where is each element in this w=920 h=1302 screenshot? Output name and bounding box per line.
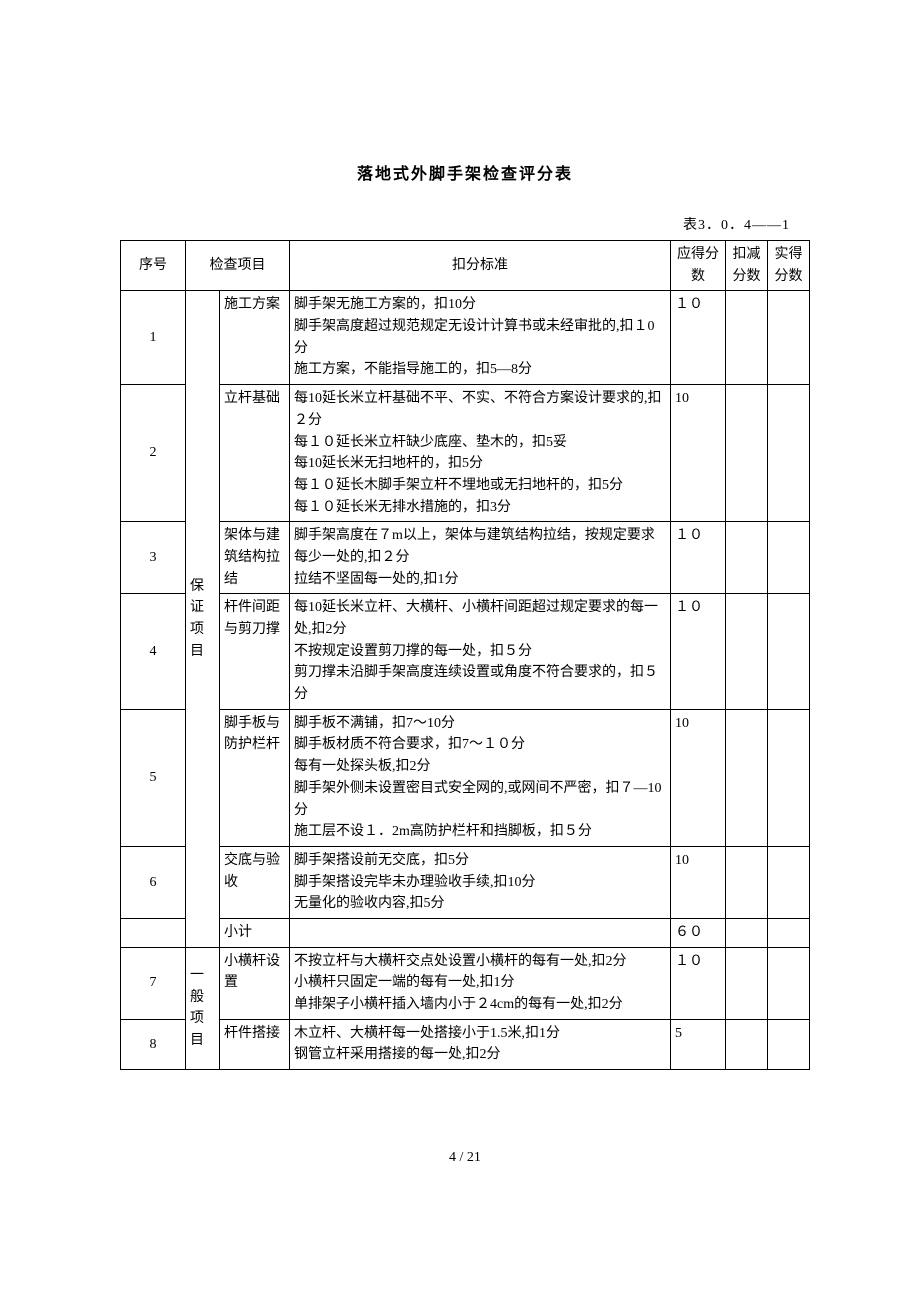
cell-deduct — [726, 709, 768, 846]
cell-score: １０ — [671, 947, 726, 1019]
cell-criteria: 脚手板不满铺，扣7～10分脚手板材质不符合要求，扣7～１０分每有一处探头板,扣2… — [290, 709, 671, 846]
cell-seq: 1 — [121, 291, 186, 385]
table-row: 2 立杆基础每10延长米立杆基础不平、不实、不符合方案设计要求的,扣２分每１０延长… — [121, 385, 810, 522]
cell-item: 杆件间距与剪刀撑 — [220, 594, 290, 709]
cell-criteria: 每10延长米立杆、大横杆、小横杆间距超过规定要求的每一处,扣2分不按规定设置剪刀… — [290, 594, 671, 709]
cell-category-assurance: 保证项目 — [186, 291, 220, 947]
cell-score: １０ — [671, 291, 726, 385]
table-row: 3 架体与建筑结构拉结脚手架高度在７m以上，架体与建筑结构拉结，按规定要求每少一处… — [121, 522, 810, 594]
header-criteria: 扣分标准 — [290, 241, 671, 291]
table-row: 8 杆件搭接木立杆、大横杆每一处搭接小于1.5米,扣1分钢管立杆采用搭接的每一处,… — [121, 1019, 810, 1069]
cell-deduct — [726, 1019, 768, 1069]
cell-actual — [768, 291, 810, 385]
cell-item-subtotal: 小计 — [220, 918, 290, 947]
cell-deduct — [726, 291, 768, 385]
cell-actual — [768, 522, 810, 594]
cell-score: 5 — [671, 1019, 726, 1069]
cell-item: 脚手板与防护栏杆 — [220, 709, 290, 846]
cell-criteria: 不按立杆与大横杆交点处设置小横杆的每有一处,扣2分小横杆只固定一端的每有一处,扣… — [290, 947, 671, 1019]
cell-item: 施工方案 — [220, 291, 290, 385]
cell-item: 小横杆设置 — [220, 947, 290, 1019]
cell-actual — [768, 1019, 810, 1069]
cell-seq: 4 — [121, 594, 186, 709]
cell-actual — [768, 709, 810, 846]
cell-score: 10 — [671, 385, 726, 522]
cell-item: 交底与验收 — [220, 846, 290, 918]
table-row: 1保证项目施工方案脚手架无施工方案的，扣10分脚手架高度超过规范规定无设计计算书… — [121, 291, 810, 385]
cell-category-general: 一般项目 — [186, 947, 220, 1069]
cell-actual — [768, 594, 810, 709]
cell-seq: 2 — [121, 385, 186, 522]
cell-actual — [768, 947, 810, 1019]
cell-criteria: 每10延长米立杆基础不平、不实、不符合方案设计要求的,扣２分每１０延长米立杆缺少… — [290, 385, 671, 522]
cell-score: ６０ — [671, 918, 726, 947]
header-actual: 实得分数 — [768, 241, 810, 291]
cell-criteria: 脚手架无施工方案的，扣10分脚手架高度超过规范规定无设计计算书或未经审批的,扣１… — [290, 291, 671, 385]
page-title: 落地式外脚手架检查评分表 — [120, 160, 810, 184]
cell-score: １０ — [671, 594, 726, 709]
table-row: 6 交底与验收脚手架搭设前无交底，扣5分脚手架搭设完毕未办理验收手续,扣10分无量… — [121, 846, 810, 918]
cell-item: 架体与建筑结构拉结 — [220, 522, 290, 594]
header-deduct: 扣减分数 — [726, 241, 768, 291]
table-row: 5 脚手板与防护栏杆脚手板不满铺，扣7～10分脚手板材质不符合要求，扣7～１０分每… — [121, 709, 810, 846]
table-row: 7一般项目小横杆设置不按立杆与大横杆交点处设置小横杆的每有一处,扣2分小横杆只固… — [121, 947, 810, 1019]
cell-seq — [121, 918, 186, 947]
header-score: 应得分数 — [671, 241, 726, 291]
cell-criteria — [290, 918, 671, 947]
cell-seq: 3 — [121, 522, 186, 594]
cell-score: 10 — [671, 846, 726, 918]
cell-deduct — [726, 947, 768, 1019]
cell-deduct — [726, 522, 768, 594]
table-label: 表3．0．4——1 — [120, 214, 810, 234]
cell-deduct — [726, 918, 768, 947]
cell-seq: 6 — [121, 846, 186, 918]
table-row: 4 杆件间距与剪刀撑每10延长米立杆、大横杆、小横杆间距超过规定要求的每一处,扣2… — [121, 594, 810, 709]
cell-actual — [768, 918, 810, 947]
cell-actual — [768, 385, 810, 522]
cell-item: 立杆基础 — [220, 385, 290, 522]
cell-seq: 8 — [121, 1019, 186, 1069]
cell-seq: 5 — [121, 709, 186, 846]
header-seq: 序号 — [121, 241, 186, 291]
table-header-row: 序号 检查项目 扣分标准 应得分数 扣减分数 实得分数 — [121, 241, 810, 291]
header-item: 检查项目 — [186, 241, 290, 291]
cell-score: １０ — [671, 522, 726, 594]
cell-criteria: 木立杆、大横杆每一处搭接小于1.5米,扣1分钢管立杆采用搭接的每一处,扣2分 — [290, 1019, 671, 1069]
table-row-subtotal: 小计 ６０ — [121, 918, 810, 947]
cell-deduct — [726, 594, 768, 709]
cell-criteria: 脚手架搭设前无交底，扣5分脚手架搭设完毕未办理验收手续,扣10分无量化的验收内容… — [290, 846, 671, 918]
page-number: 4 / 21 — [120, 1150, 810, 1166]
scoring-table: 序号 检查项目 扣分标准 应得分数 扣减分数 实得分数 1保证项目施工方案脚手架… — [120, 240, 810, 1070]
cell-score: 10 — [671, 709, 726, 846]
cell-actual — [768, 846, 810, 918]
cell-item: 杆件搭接 — [220, 1019, 290, 1069]
cell-deduct — [726, 385, 768, 522]
cell-seq: 7 — [121, 947, 186, 1019]
cell-criteria: 脚手架高度在７m以上，架体与建筑结构拉结，按规定要求每少一处的,扣２分拉结不坚固… — [290, 522, 671, 594]
cell-deduct — [726, 846, 768, 918]
